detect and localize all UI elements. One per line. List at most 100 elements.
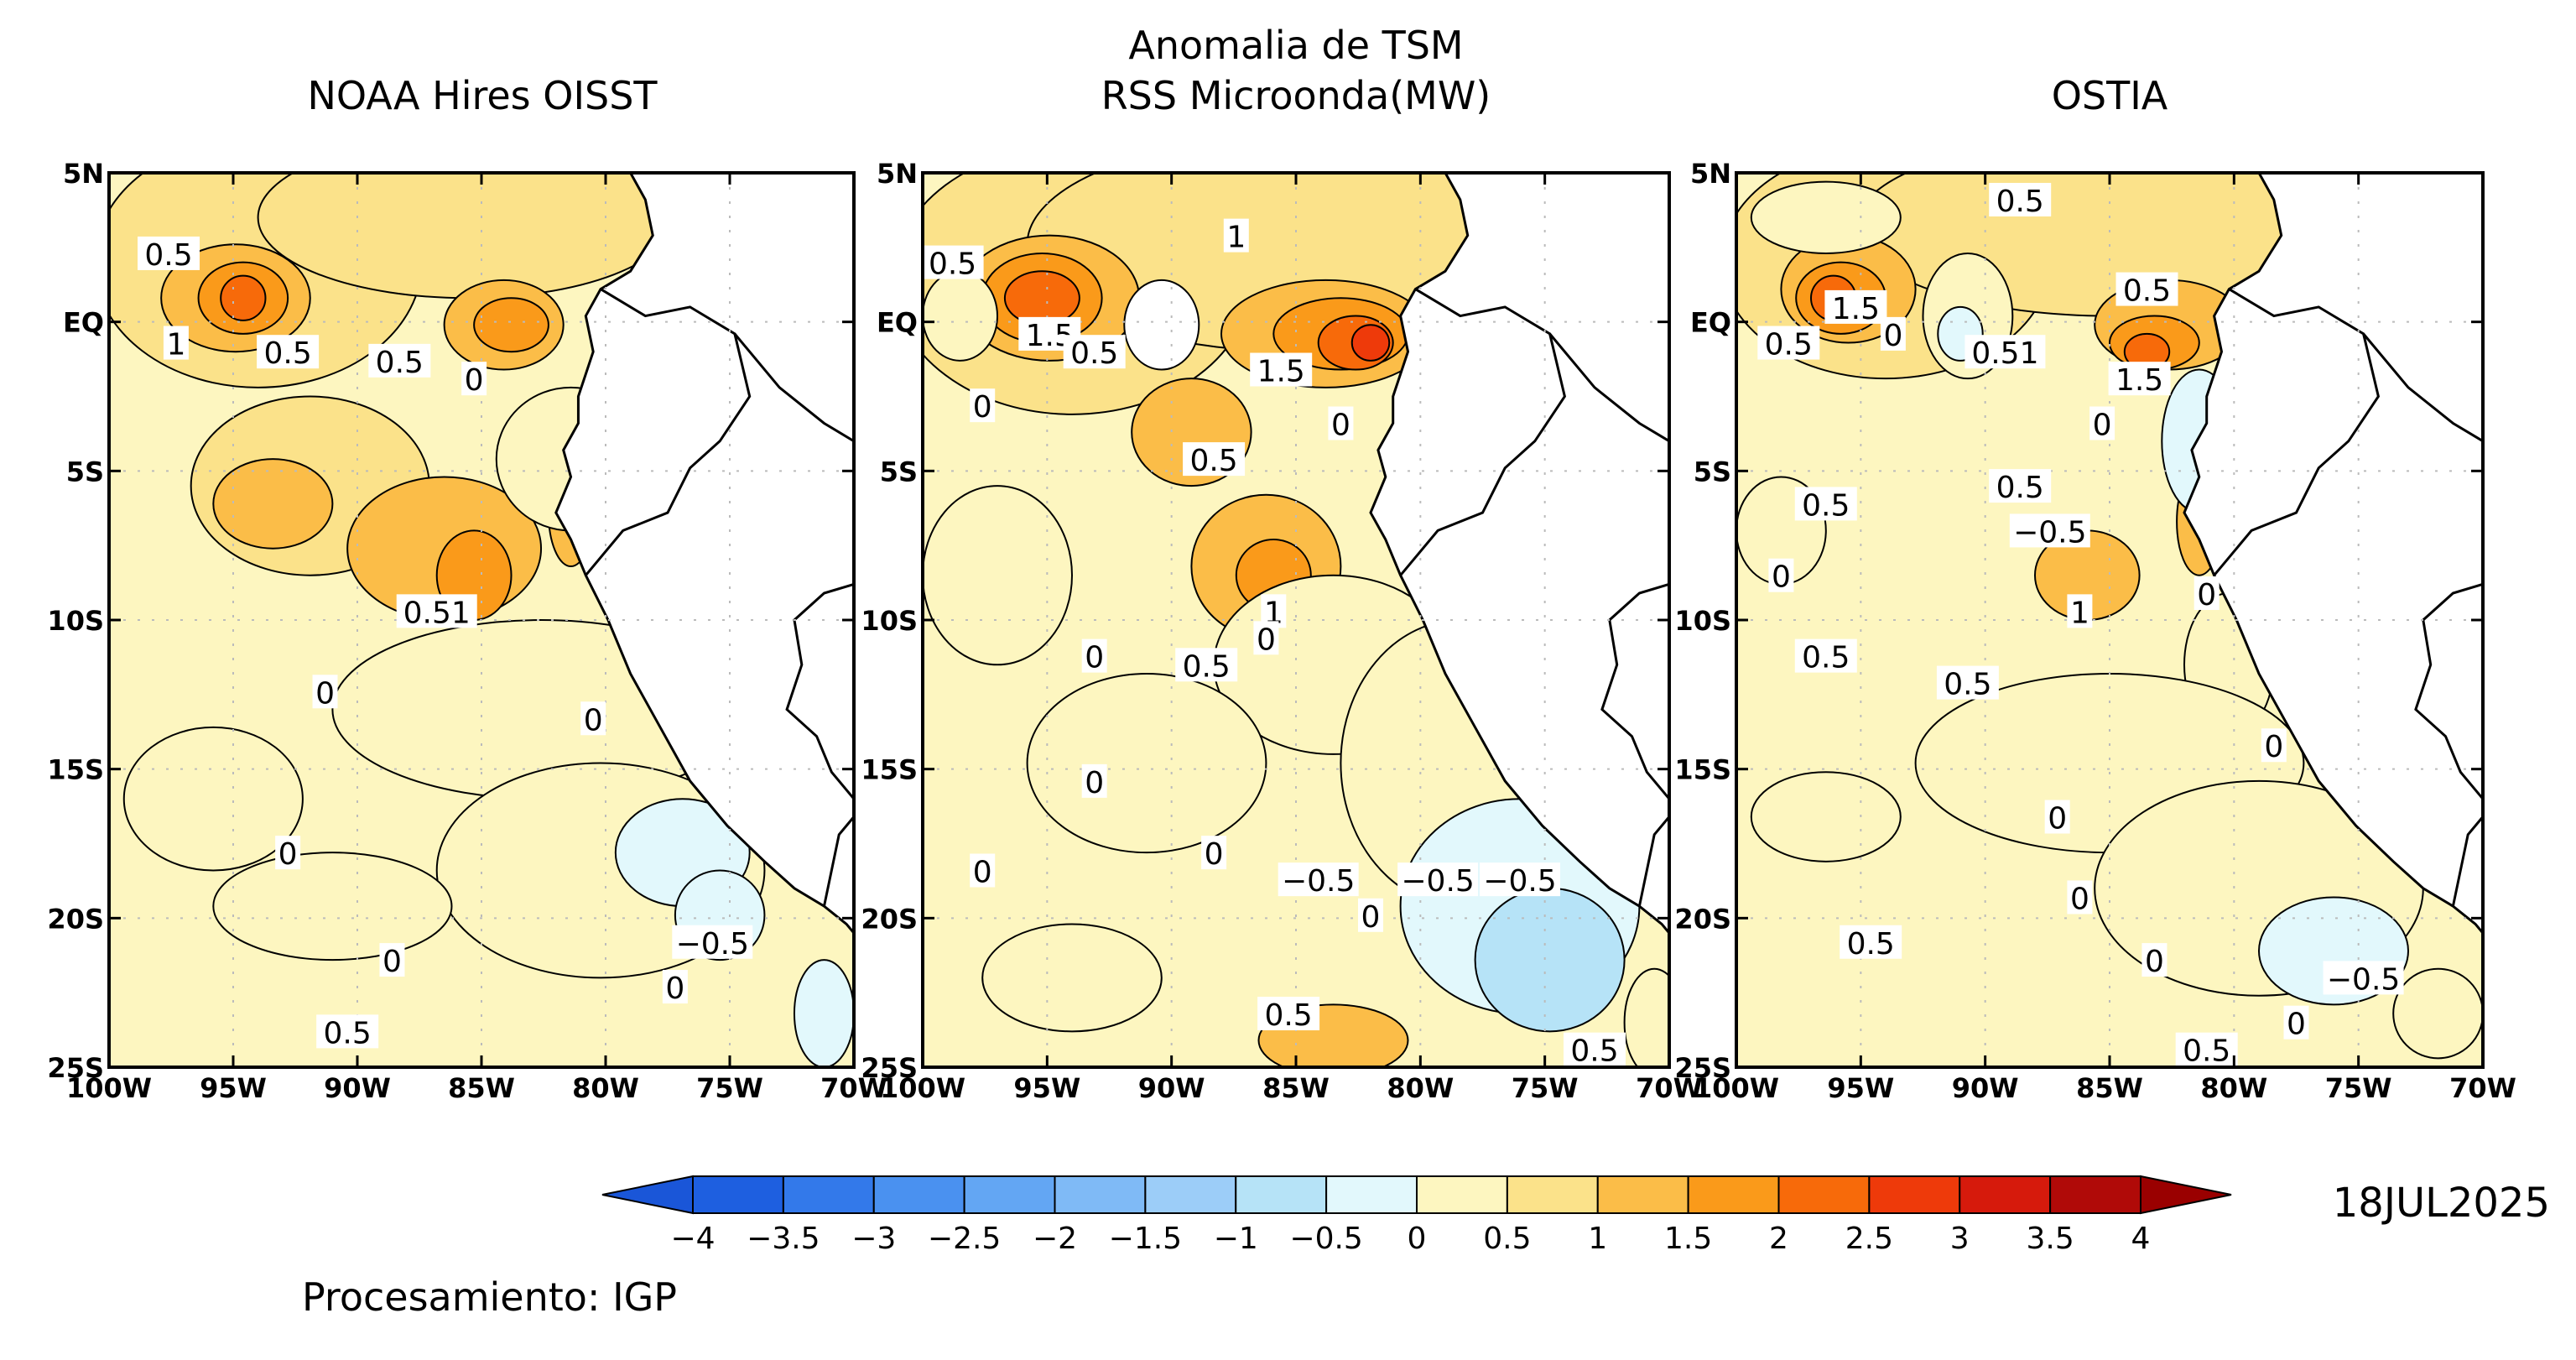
contour-label-bg <box>2089 406 2115 440</box>
contour-label: 0.5 <box>1802 641 1850 675</box>
anomaly-region <box>122 726 304 872</box>
anomaly-region <box>1750 771 1902 862</box>
map-panel-oisst: 0.51 0.5 0.500.5100000−0.50.55NEQ5S10S15S2… <box>47 158 887 1104</box>
contour-label: 0.5 <box>144 238 192 273</box>
contour-label-bg <box>275 836 301 870</box>
anomaly-region <box>923 485 1073 666</box>
anomaly-region <box>923 270 998 362</box>
contour-label: 0 <box>1331 408 1350 442</box>
country-border <box>585 288 752 576</box>
anomaly-region <box>1026 672 1267 854</box>
contour-label-bg <box>1257 997 1320 1031</box>
contour-label-bg <box>1250 352 1313 387</box>
anomaly-region <box>212 852 453 961</box>
contour-label: 0 <box>2264 730 2283 764</box>
lat-tick-label: 20S <box>861 903 918 935</box>
colorbar-swatch <box>1687 1175 1780 1214</box>
contour-label-bg <box>368 343 431 378</box>
colorbar-tick-label: 1.5 <box>1664 1222 1712 1256</box>
contour-label: 0 <box>584 703 603 737</box>
contour-label: 0.5 <box>2183 1034 2230 1069</box>
colorbar-swatch <box>1506 1175 1599 1214</box>
colorbar-tick-label: −4 <box>670 1222 715 1256</box>
contour-label: 0.5 <box>1802 488 1850 523</box>
contour-label-bg <box>1253 621 1279 655</box>
contour-label-bg <box>1564 1032 1626 1066</box>
contour-label: 0.5 <box>1264 998 1312 1033</box>
contour-label: 0 <box>1361 900 1381 935</box>
colorbar-high-arrow <box>2140 1175 2232 1215</box>
contour-label-bg <box>2009 513 2090 548</box>
contour-label-bg <box>2115 272 2178 306</box>
contour-label: 0 <box>1085 766 1104 800</box>
anomaly-region <box>981 923 1163 1033</box>
colorbar-tick-label: −2 <box>1033 1222 1077 1256</box>
anomaly-region <box>212 458 334 550</box>
lon-tick-label: 95W <box>200 1072 267 1104</box>
lon-tick-label: 85W <box>2076 1072 2143 1104</box>
contour-label: 0 <box>665 972 684 1006</box>
contour-label-bg <box>396 594 477 628</box>
contour-label: −0.5 <box>676 927 749 961</box>
contour-label-bg <box>379 943 405 977</box>
contour-label-bg <box>1989 469 2052 503</box>
contour-label-bg <box>312 675 338 709</box>
anomaly-region <box>1474 887 1626 1033</box>
main-title: Anomalia de TSM <box>1128 23 1463 68</box>
lon-tick-label: 85W <box>448 1072 515 1104</box>
contour-label: 0.5 <box>2123 274 2171 309</box>
colorbar-swatch <box>2049 1175 2141 1214</box>
contour-label-bg <box>2261 728 2287 763</box>
contour-label-bg <box>970 853 996 888</box>
contour-label-bg <box>970 388 996 423</box>
contour-label-bg <box>163 326 189 360</box>
colorbar-tick-label: −3 <box>851 1222 896 1256</box>
contour-label: 0.51 <box>403 596 471 630</box>
colorbar-tick-label: −3.5 <box>747 1222 820 1256</box>
colorbar-swatch <box>1777 1175 1871 1214</box>
contour-label: 0.5 <box>1847 927 1895 961</box>
contour-label: 0 <box>1085 641 1104 675</box>
contour-label: −0.5 <box>2327 962 2400 997</box>
lat-tick-label: 5N <box>63 158 104 190</box>
anomaly-region <box>1623 967 1669 1067</box>
contour-label-bg <box>1880 316 1906 351</box>
contour-label-bg <box>2175 1032 2238 1066</box>
lat-tick-label: 25S <box>1674 1052 1731 1084</box>
contour-label: 1 <box>1226 221 1246 255</box>
contour-label: 0 <box>315 676 335 711</box>
country-border <box>2362 332 2483 443</box>
contour-label-bg <box>1480 862 1560 897</box>
contour-label-bg <box>1794 487 1857 521</box>
panel-title-oisst: NOAA Hires OISST <box>307 73 658 118</box>
lon-tick-label: 70W <box>820 1072 887 1104</box>
contour-label: 0 <box>1883 319 1902 353</box>
lon-tick-label: 70W <box>1636 1072 1703 1104</box>
contour-label: 0 <box>2070 882 2089 916</box>
land-mask <box>554 173 854 935</box>
contour-label-bg <box>1824 289 1887 324</box>
contour-label-bg <box>672 925 753 959</box>
contour-label-bg <box>923 245 984 279</box>
contour-label-bg <box>2194 576 2220 611</box>
contour-label: 1.5 <box>2115 363 2163 398</box>
lon-tick-label: 75W <box>1512 1072 1579 1104</box>
contour-label: 0 <box>1257 623 1276 657</box>
colorbar-tick-label: 3 <box>1950 1222 1970 1256</box>
contour-label-bg <box>1840 925 1902 959</box>
colorbar-tick-label: 1 <box>1588 1222 1607 1256</box>
contour-label-bg <box>1965 335 2046 369</box>
contour-label: 0.5 <box>1996 471 2044 505</box>
contour-label: 0.5 <box>324 1016 372 1050</box>
contour-label: 0 <box>1205 837 1224 872</box>
contour-label: 0 <box>2093 408 2112 442</box>
lat-tick-label: 5S <box>1694 456 1731 487</box>
lon-tick-label: 80W <box>572 1072 639 1104</box>
contour-label-bg <box>1175 648 1238 682</box>
contour-label: 0.5 <box>929 248 976 282</box>
anomaly-region <box>220 274 267 321</box>
contour-label: 0.5 <box>263 336 311 371</box>
lon-tick-label: 95W <box>1013 1072 1080 1104</box>
lat-tick-label: 20S <box>1674 903 1731 935</box>
